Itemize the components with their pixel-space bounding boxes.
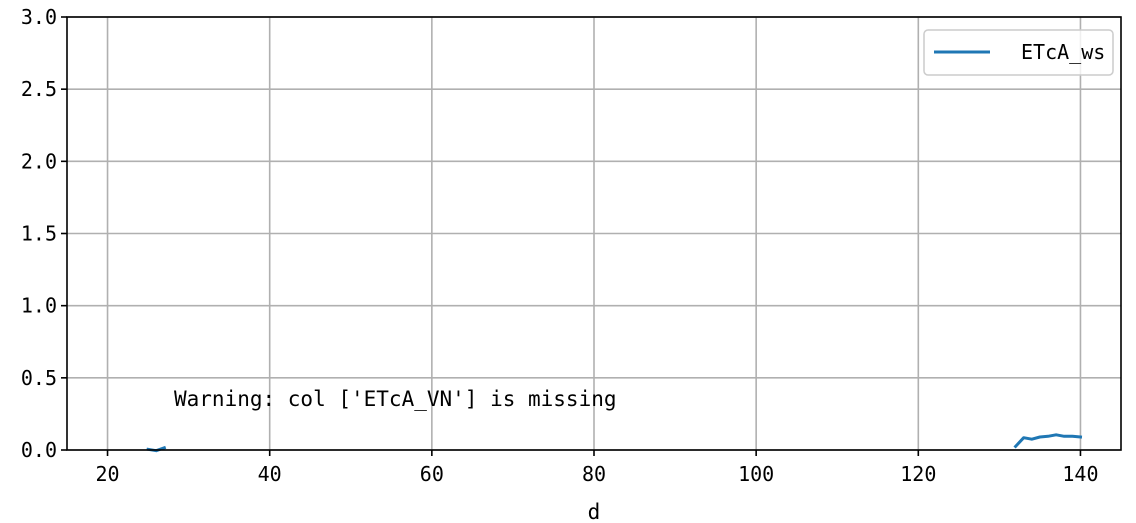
y-tick-label: 1.0 [21,294,57,318]
x-axis: 20 40 60 80 100 120 140 [95,450,1099,486]
x-tick-label: 140 [1062,462,1098,486]
y-tick-label: 0.5 [21,366,57,390]
series-layer [146,433,1083,453]
legend-box [923,29,1114,76]
grid-lines [67,16,1121,451]
x-tick-label: 60 [420,462,444,486]
warning-annotation: Warning: col ['ETcA_VN'] is missing [174,387,617,411]
legend-label: ETcA_ws [1021,40,1105,64]
x-tick-label: 40 [258,462,282,486]
y-tick-label: 2.0 [21,149,57,173]
y-tick-label: 0.0 [21,438,57,462]
y-axis: 0.0 0.5 1.0 1.5 2.0 2.5 3.0 [21,5,67,462]
y-tick-label: 1.5 [21,222,57,246]
x-tick-label: 20 [95,462,119,486]
y-tick-label: 3.0 [21,5,57,29]
x-tick-label: 100 [738,462,774,486]
y-tick-label: 2.5 [21,77,57,101]
legend: ETcA_ws [923,29,1114,76]
x-axis-label: d [588,500,601,523]
series-line [1013,433,1083,449]
x-tick-label: 120 [900,462,936,486]
x-tick-label: 80 [582,462,606,486]
